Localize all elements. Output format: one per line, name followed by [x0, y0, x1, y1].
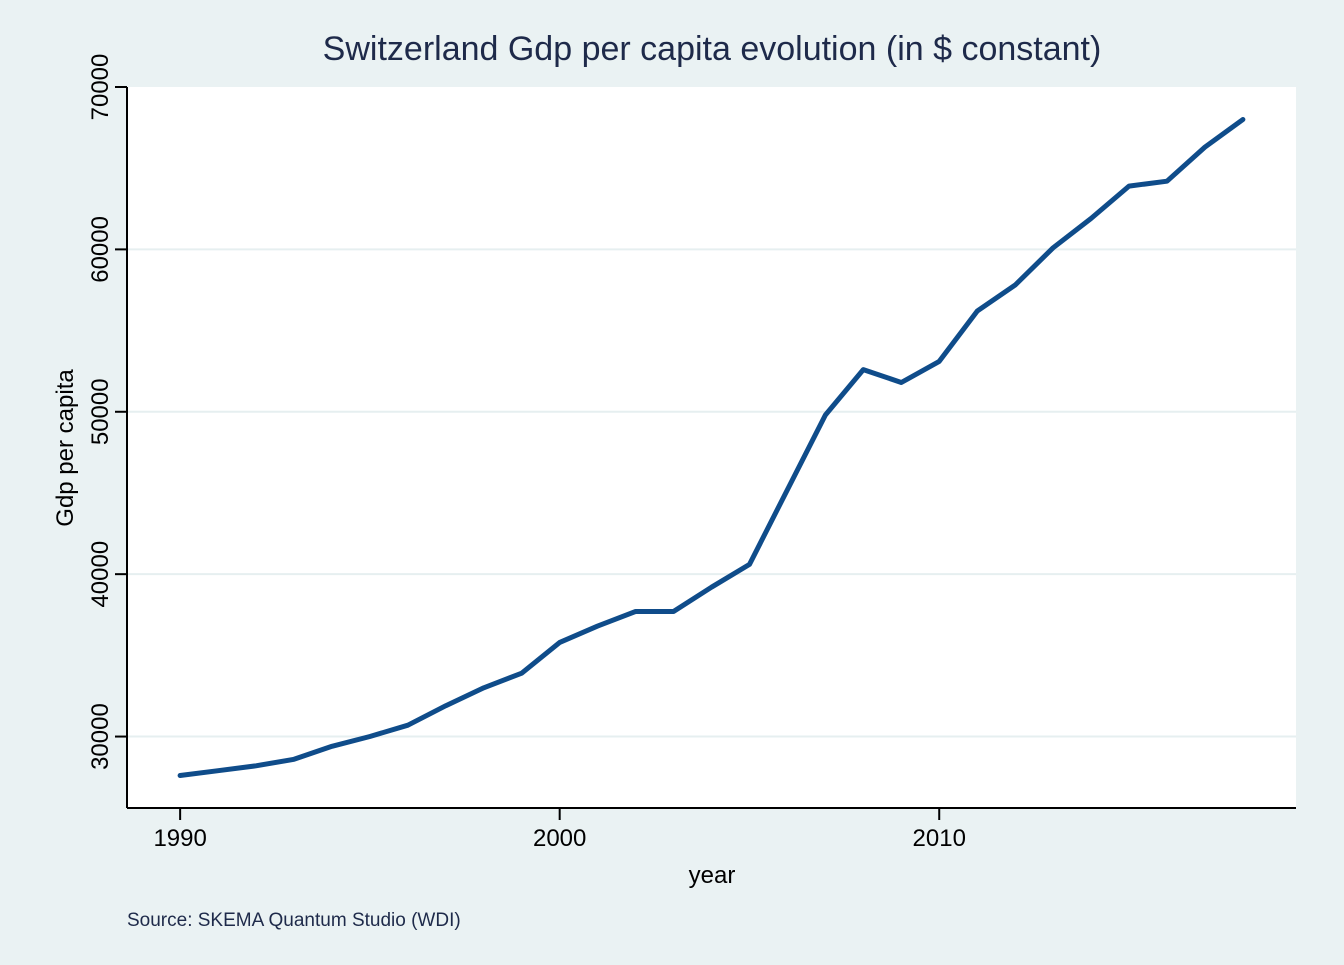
y-tick-label: 70000 [87, 54, 114, 121]
x-axis-label: year [689, 862, 736, 889]
y-axis-label: Gdp per capita [52, 369, 79, 527]
y-tick-label: 50000 [87, 378, 114, 445]
x-tick-label: 1990 [153, 825, 206, 852]
series-line [177, 117, 1246, 778]
axes [126, 87, 1296, 809]
y-tick-label: 40000 [87, 541, 114, 608]
series-layer [177, 117, 1246, 778]
y-tick-label: 60000 [87, 216, 114, 283]
source-note: Source: SKEMA Quantum Studio (WDI) [127, 910, 461, 931]
x-tick-label: 2010 [913, 825, 966, 852]
ticks: 30000 40000 50000 60000 70000 1990 2000 2010 [87, 54, 966, 852]
grid-lines [128, 248, 1296, 738]
y-tick-label: 30000 [87, 703, 114, 770]
chart-title: Switzerland Gdp per capita evolution (in… [323, 30, 1102, 68]
x-tick-label: 2000 [533, 825, 586, 852]
